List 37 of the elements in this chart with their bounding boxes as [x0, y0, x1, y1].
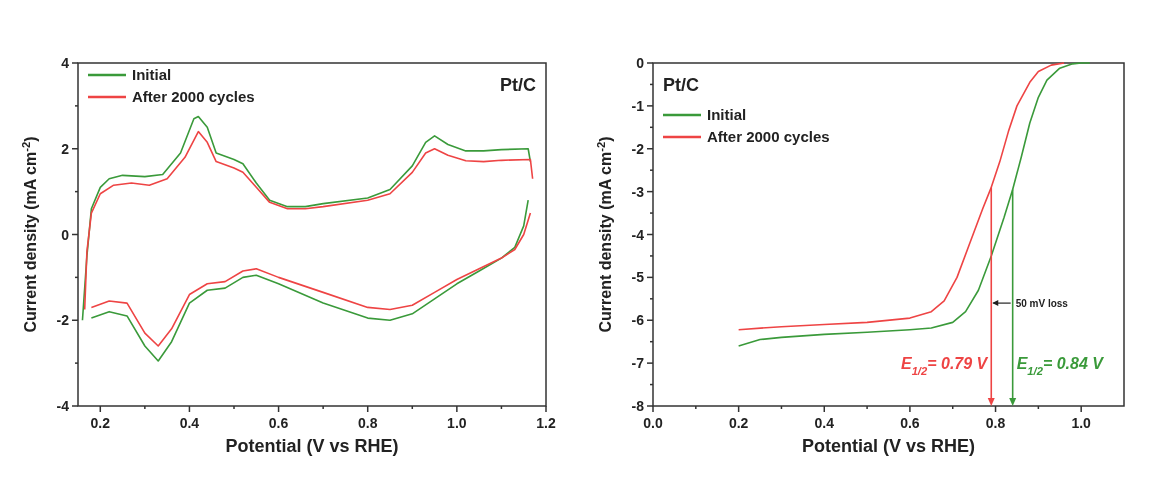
- y-tick-label: -8: [631, 398, 645, 414]
- annotation: Pt/C: [500, 75, 536, 95]
- y-tick-label: -3: [631, 183, 645, 200]
- y-tick-label: -7: [631, 355, 645, 372]
- y-tick-label: -2: [631, 140, 645, 157]
- y-tick-label: 4: [61, 55, 70, 71]
- annotation: 50 mV loss: [1015, 298, 1069, 310]
- x-tick-label: 0.8: [357, 415, 378, 431]
- y-tick-label: -6: [631, 312, 645, 329]
- x-tick-label: 0.6: [268, 415, 289, 431]
- ref-line-label: E$_{1/2}$= 0.84 V: [1016, 355, 1105, 378]
- legend-label: After 2000 cycles: [707, 128, 830, 145]
- x-tick-label: 0.4: [179, 415, 200, 431]
- legend-label: Initial: [132, 66, 172, 83]
- x-tick-label: 0.2: [728, 415, 749, 431]
- y-tick-label: 2: [61, 140, 70, 157]
- y-tick-label: -1: [631, 97, 645, 114]
- x-tick-label: 0.6: [900, 415, 920, 431]
- x-tick-label: 0.4: [814, 415, 835, 431]
- y-tick-label: -4: [631, 226, 645, 243]
- y-tick-label: -4: [56, 398, 70, 414]
- x-axis-title: Potential (V vs RHE): [801, 436, 976, 456]
- y-tick-label: 0: [61, 226, 70, 243]
- legend-label: Initial: [707, 106, 747, 123]
- y-tick-label: -2: [56, 312, 70, 329]
- x-tick-label: 0.0: [643, 415, 663, 431]
- annotation: Pt/C: [663, 75, 699, 95]
- ref-line-label: E$_{1/2}$= 0.79 V: [900, 355, 989, 378]
- x-tick-label: 1.0: [1071, 415, 1092, 431]
- x-tick-label: 1.0: [447, 415, 467, 431]
- x-tick-label: 0.2: [90, 415, 111, 431]
- x-axis-title: Potential (V vs RHE): [225, 436, 399, 456]
- x-tick-label: 0.8: [985, 415, 1006, 431]
- legend-label: After 2000 cycles: [132, 88, 255, 105]
- x-tick-label: 1.2: [536, 415, 556, 431]
- y-tick-label: -5: [631, 269, 645, 286]
- y-tick-label: 0: [636, 55, 645, 71]
